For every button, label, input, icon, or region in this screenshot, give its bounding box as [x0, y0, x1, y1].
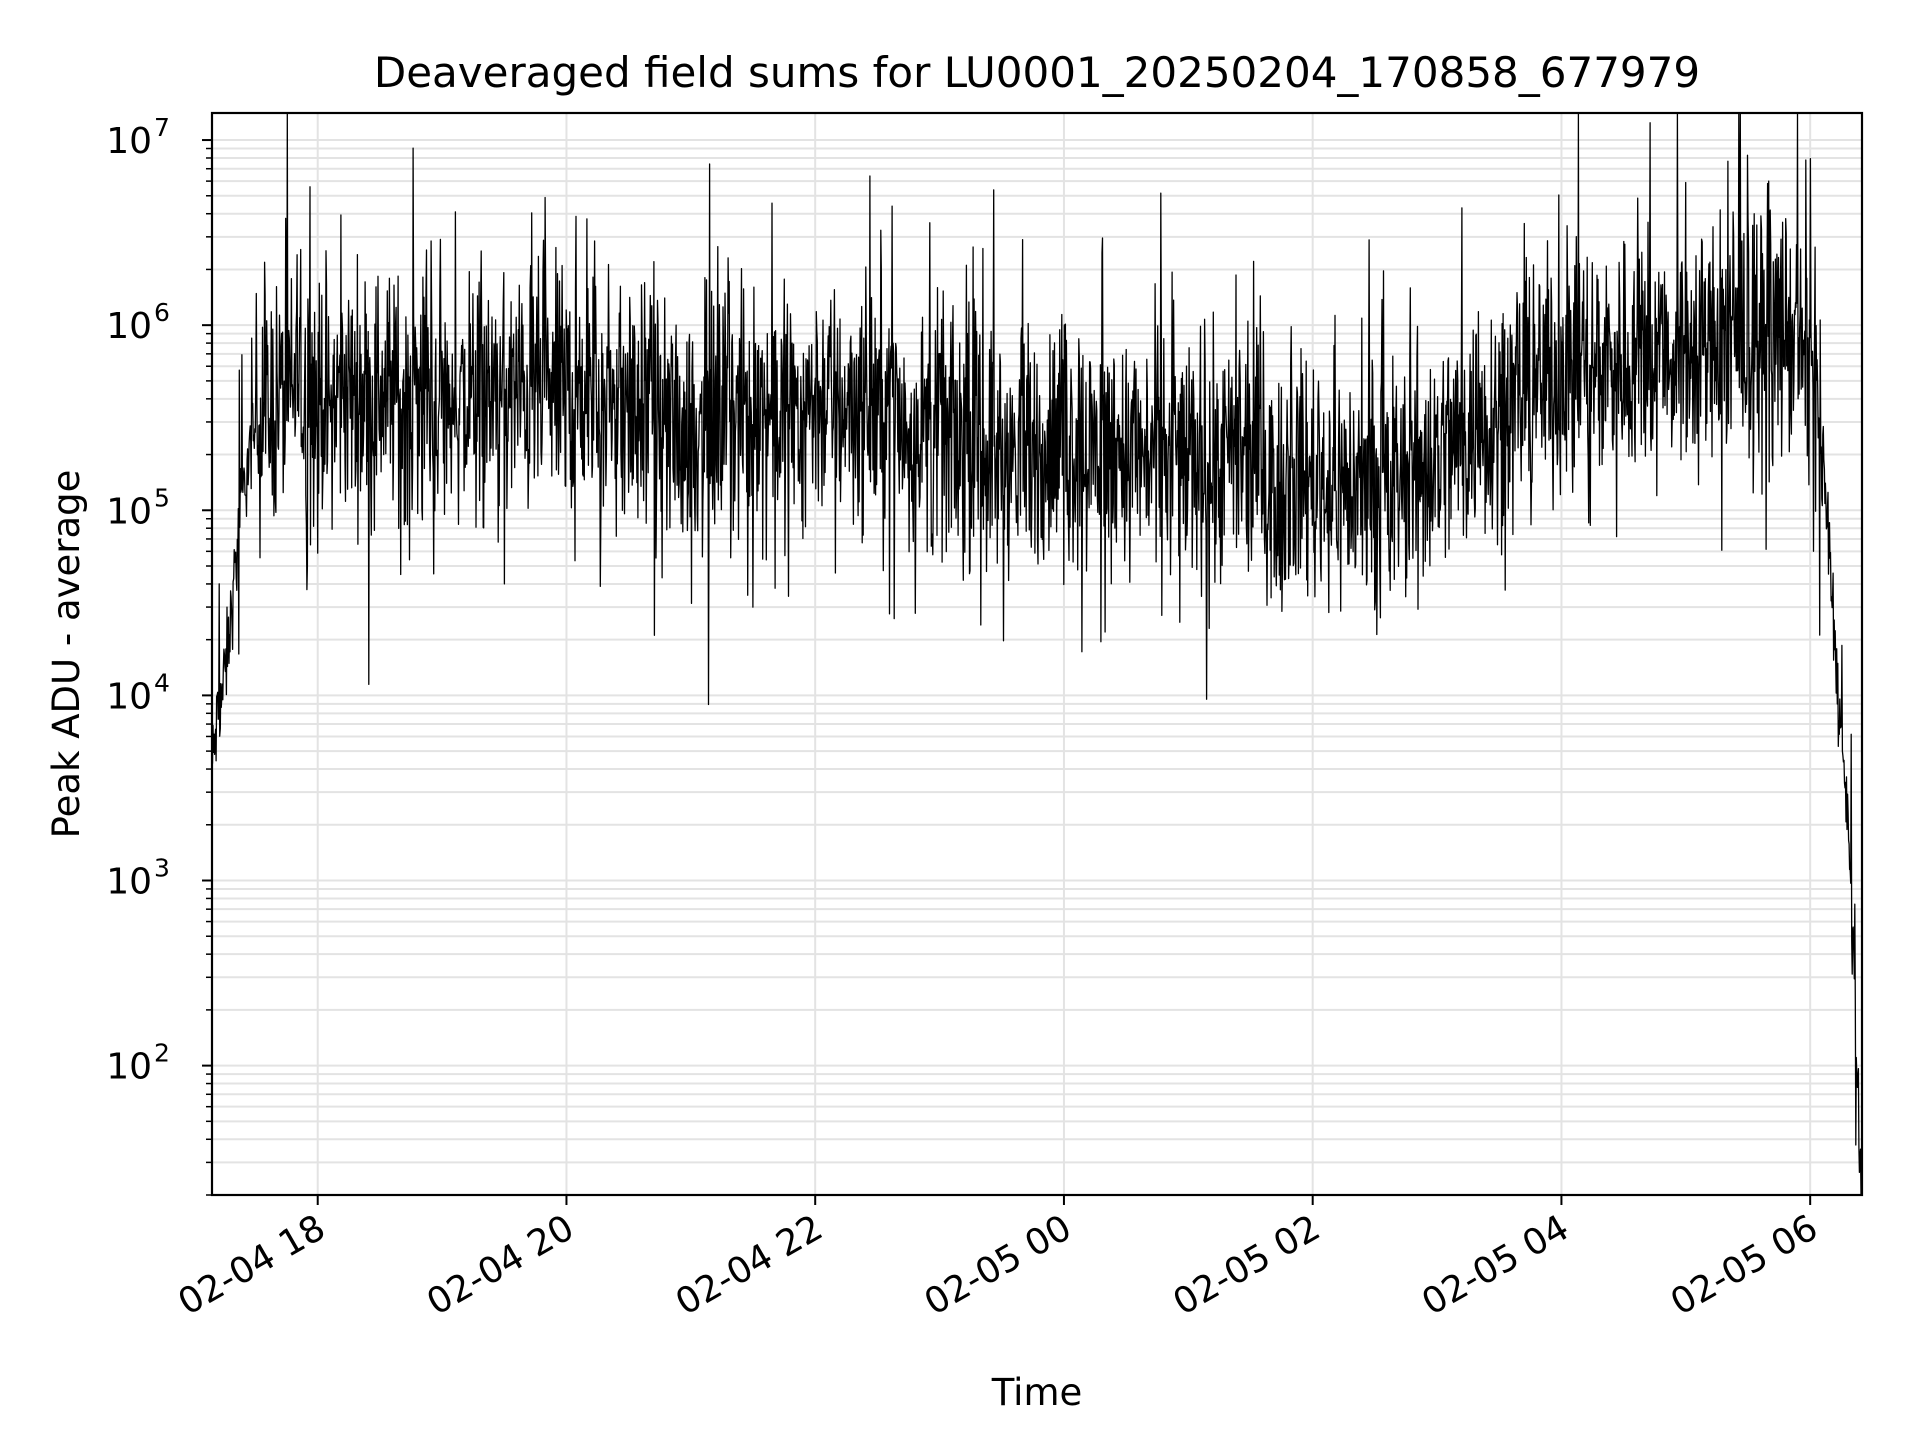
y-tick-exponent: 2	[154, 1039, 170, 1068]
y-tick-label: 10	[106, 676, 152, 717]
chart-title: Deaveraged field sums for LU0001_2025020…	[374, 48, 1700, 97]
y-tick-exponent: 4	[154, 668, 170, 697]
y-tick-label: 10	[106, 306, 152, 347]
series-line	[211, 112, 1863, 1196]
y-tick-label: 10	[106, 121, 152, 162]
plot-frame	[210, 111, 1864, 1197]
y-tick-exponent: 5	[154, 483, 170, 512]
y-axis-label: Peak ADU - average	[45, 470, 88, 839]
y-tick-label: 10	[106, 861, 152, 902]
y-tick-exponent: 7	[154, 113, 170, 142]
y-tick-exponent: 6	[154, 298, 170, 327]
y-tick-exponent: 3	[154, 853, 170, 882]
y-tick-label: 10	[106, 491, 152, 532]
x-axis-label: Time	[991, 1371, 1083, 1414]
series-line-group	[211, 112, 1863, 1196]
y-tick-label: 10	[106, 1047, 152, 1088]
